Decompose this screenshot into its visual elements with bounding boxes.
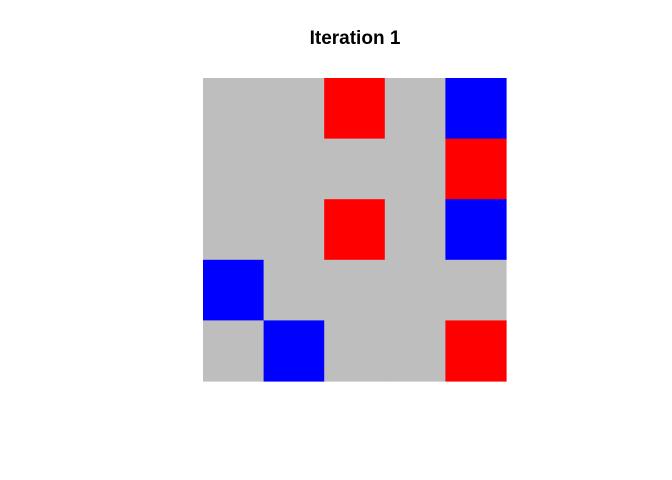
heatmap-cell-r4-c1 [203,259,265,321]
heatmap-cell-r1-c5 [445,78,507,140]
heatmap-cell-r1-c3 [324,78,386,140]
heatmap-cell-r2-c2 [263,138,325,200]
heatmap-cell-r2-c3 [324,138,386,200]
heatmap-cell-r4-c5 [445,259,507,321]
heatmap-cell-r5-c5 [445,320,507,382]
chart-title: Iteration 1 [309,28,401,49]
heatmap-cell-r5-c3 [324,320,386,382]
heatmap-cell-r3-c1 [203,199,265,261]
heatmap-cell-r4-c4 [384,259,446,321]
heatmap-cell-r2-c4 [384,138,446,200]
heatmap-cell-r1-c2 [263,78,325,140]
heatmap-cell-r3-c4 [384,199,446,261]
heatmap-cell-r3-c3 [324,199,386,261]
heatmap-cell-r5-c1 [203,320,265,382]
heatmap-cell-r4-c2 [263,259,325,321]
heatmap-cell-r1-c4 [384,78,446,140]
heatmap-cell-r3-c2 [263,199,325,261]
heatmap-cell-r1-c1 [203,78,265,140]
heatmap-cell-r2-c1 [203,138,265,200]
heatmap-cell-r4-c3 [324,259,386,321]
heatmap-cell-r3-c5 [445,199,507,261]
heatmap-cell-r2-c5 [445,138,507,200]
heatmap-cell-r5-c2 [263,320,325,382]
heatmap-cell-r5-c4 [384,320,446,382]
